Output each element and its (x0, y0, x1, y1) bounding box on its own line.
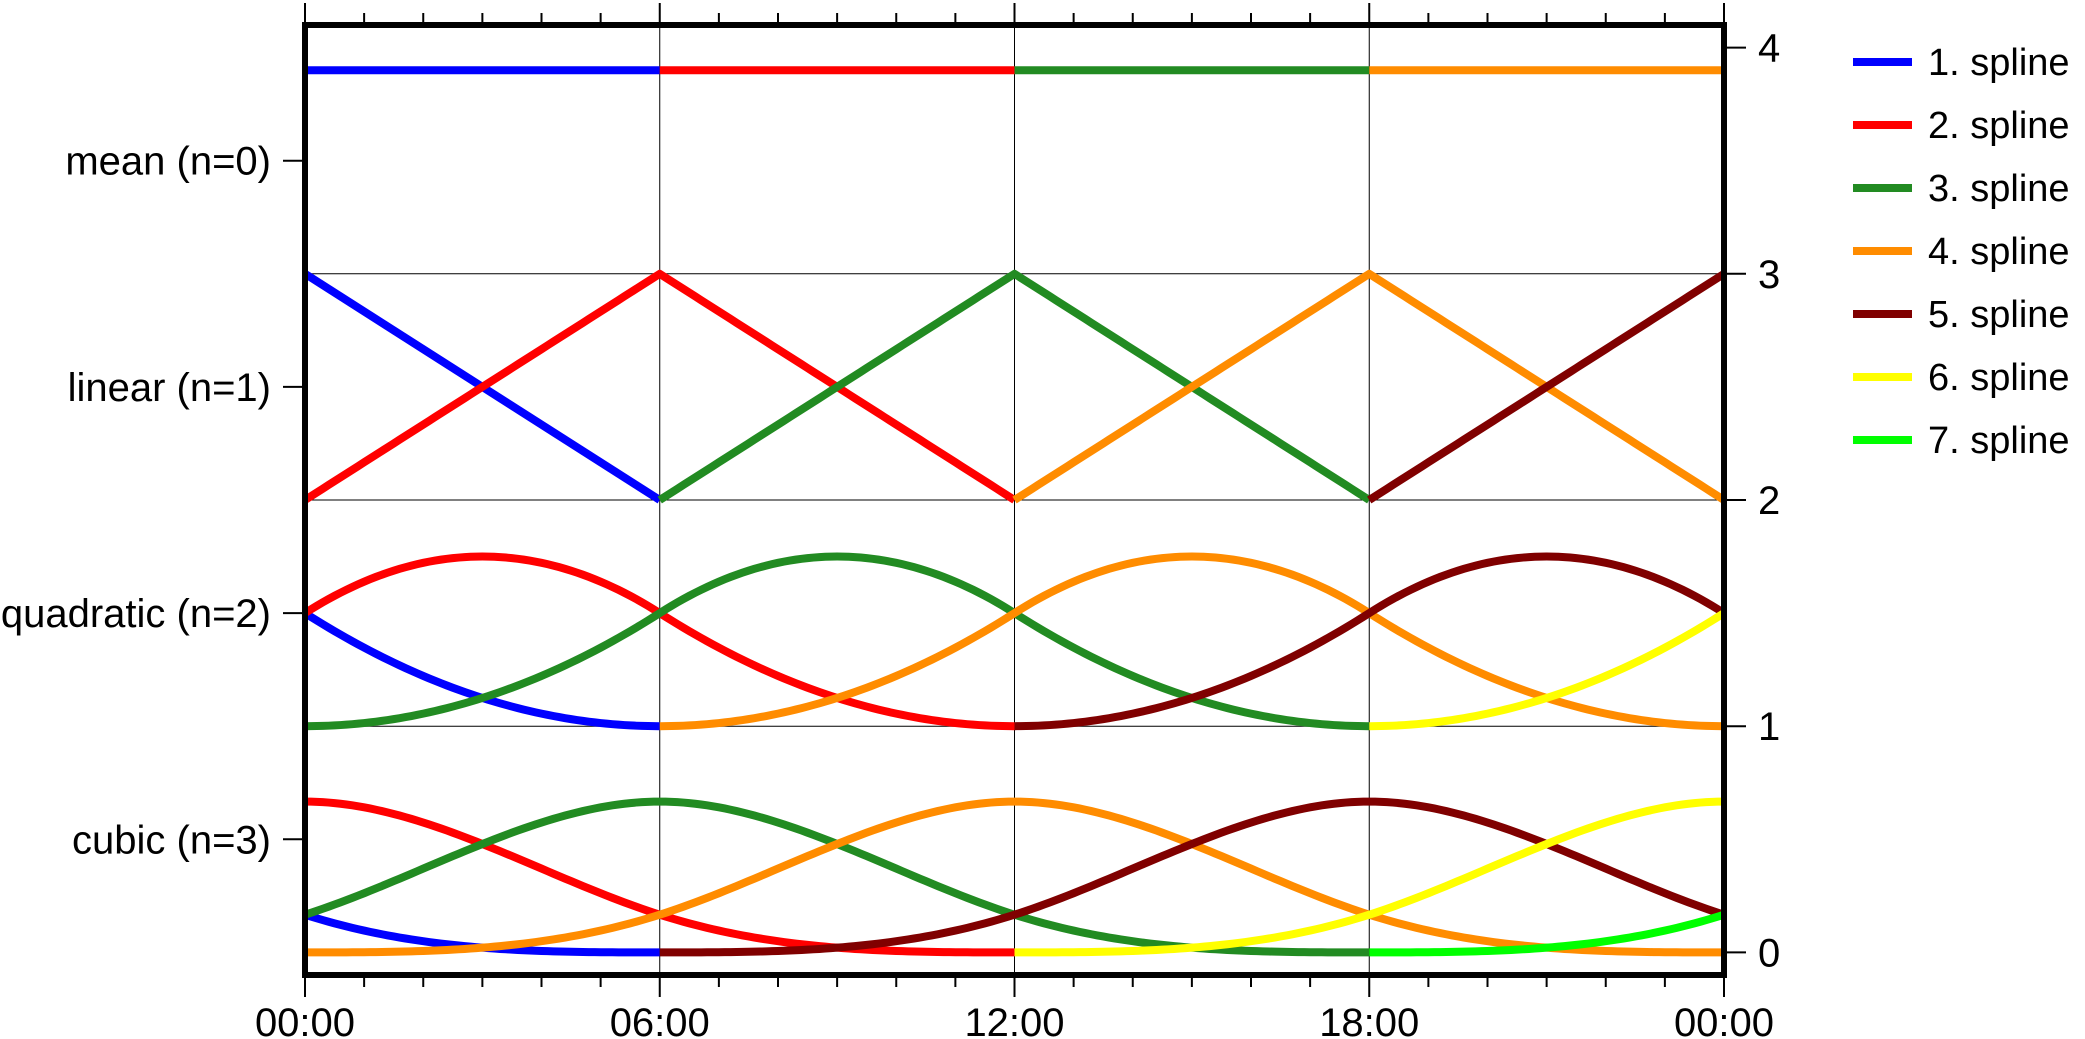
spline-curve (302, 609, 660, 731)
legend-label: 5. spline (1928, 294, 2070, 336)
x-axis: 00:00 06:00 12:00 18:00 00:00 (255, 3, 1774, 1039)
legend-label: 2. spline (1928, 105, 2070, 147)
legend-label: 3. spline (1928, 168, 2070, 210)
spline-curve (305, 797, 1724, 957)
y-left-label: linear (n=1) (68, 366, 271, 410)
y-right-label: 1 (1758, 705, 1780, 749)
spline-curve (1369, 910, 1726, 957)
x-tick-label: 12:00 (964, 1001, 1064, 1039)
spline-curve (302, 269, 1017, 504)
x-tick-label: 06:00 (610, 1001, 710, 1039)
spline-curve (657, 269, 1372, 504)
spline-curve (1014, 797, 1725, 957)
y-right-label: 4 (1758, 27, 1780, 71)
legend-label: 6. spline (1928, 357, 2070, 399)
y-left-label: cubic (n=3) (72, 818, 271, 862)
spline-curve (1012, 269, 1727, 504)
y-left-label: quadratic (n=2) (1, 592, 271, 636)
spline-curve (1369, 609, 1727, 731)
spline-curves (302, 66, 1727, 957)
spline-curve (1014, 552, 1727, 731)
y-axis-right: 0 1 2 3 4 (1724, 27, 1780, 975)
x-tick-label: 00:00 (255, 1001, 355, 1039)
legend-label: 4. spline (1928, 231, 2070, 273)
y-right-label: 3 (1758, 253, 1780, 297)
legend-label: 1. spline (1928, 42, 2070, 84)
legend-label: 7. spline (1928, 420, 2070, 462)
x-tick-label: 18:00 (1319, 1001, 1419, 1039)
legend: 1. spline 2. spline 3. spline 4. spline 5. s… (1853, 42, 2070, 462)
spline-curve (1367, 270, 1727, 504)
y-right-label: 2 (1758, 479, 1780, 523)
spline-curve (303, 797, 1370, 957)
spline-curve (659, 797, 1726, 957)
y-axis-left: mean (n=0) linear (n=1) quadratic (n=2) cub… (1, 140, 305, 862)
y-right-label: 0 (1758, 931, 1780, 975)
x-tick-label: 00:00 (1674, 1001, 1774, 1039)
y-left-label: mean (n=0) (65, 140, 271, 184)
